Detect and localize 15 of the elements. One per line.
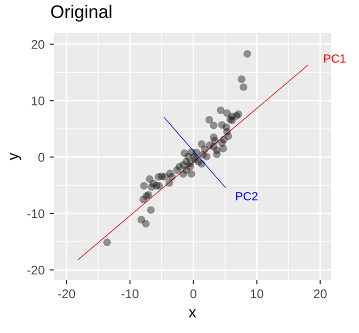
y-tick-label: -10 (27, 209, 44, 218)
x-tick-label: -10 (121, 289, 138, 298)
y-tick-label: 20 (32, 40, 44, 49)
y-tick-label: -20 (27, 266, 44, 275)
x-tick-label: 10 (250, 289, 264, 298)
x-axis-title: x (188, 309, 196, 318)
y-tick-label: 10 (32, 96, 44, 106)
series-label: PC2 (236, 192, 258, 200)
x-tick-label: -20 (58, 289, 76, 298)
x-tick-label: 0 (190, 289, 196, 298)
y-tick-label: 0 (38, 152, 44, 162)
series-label: PC1 (324, 54, 346, 63)
x-tick-label: 20 (314, 289, 327, 298)
chart-title: Original (51, 4, 112, 22)
y-axis-title: y (10, 152, 22, 160)
